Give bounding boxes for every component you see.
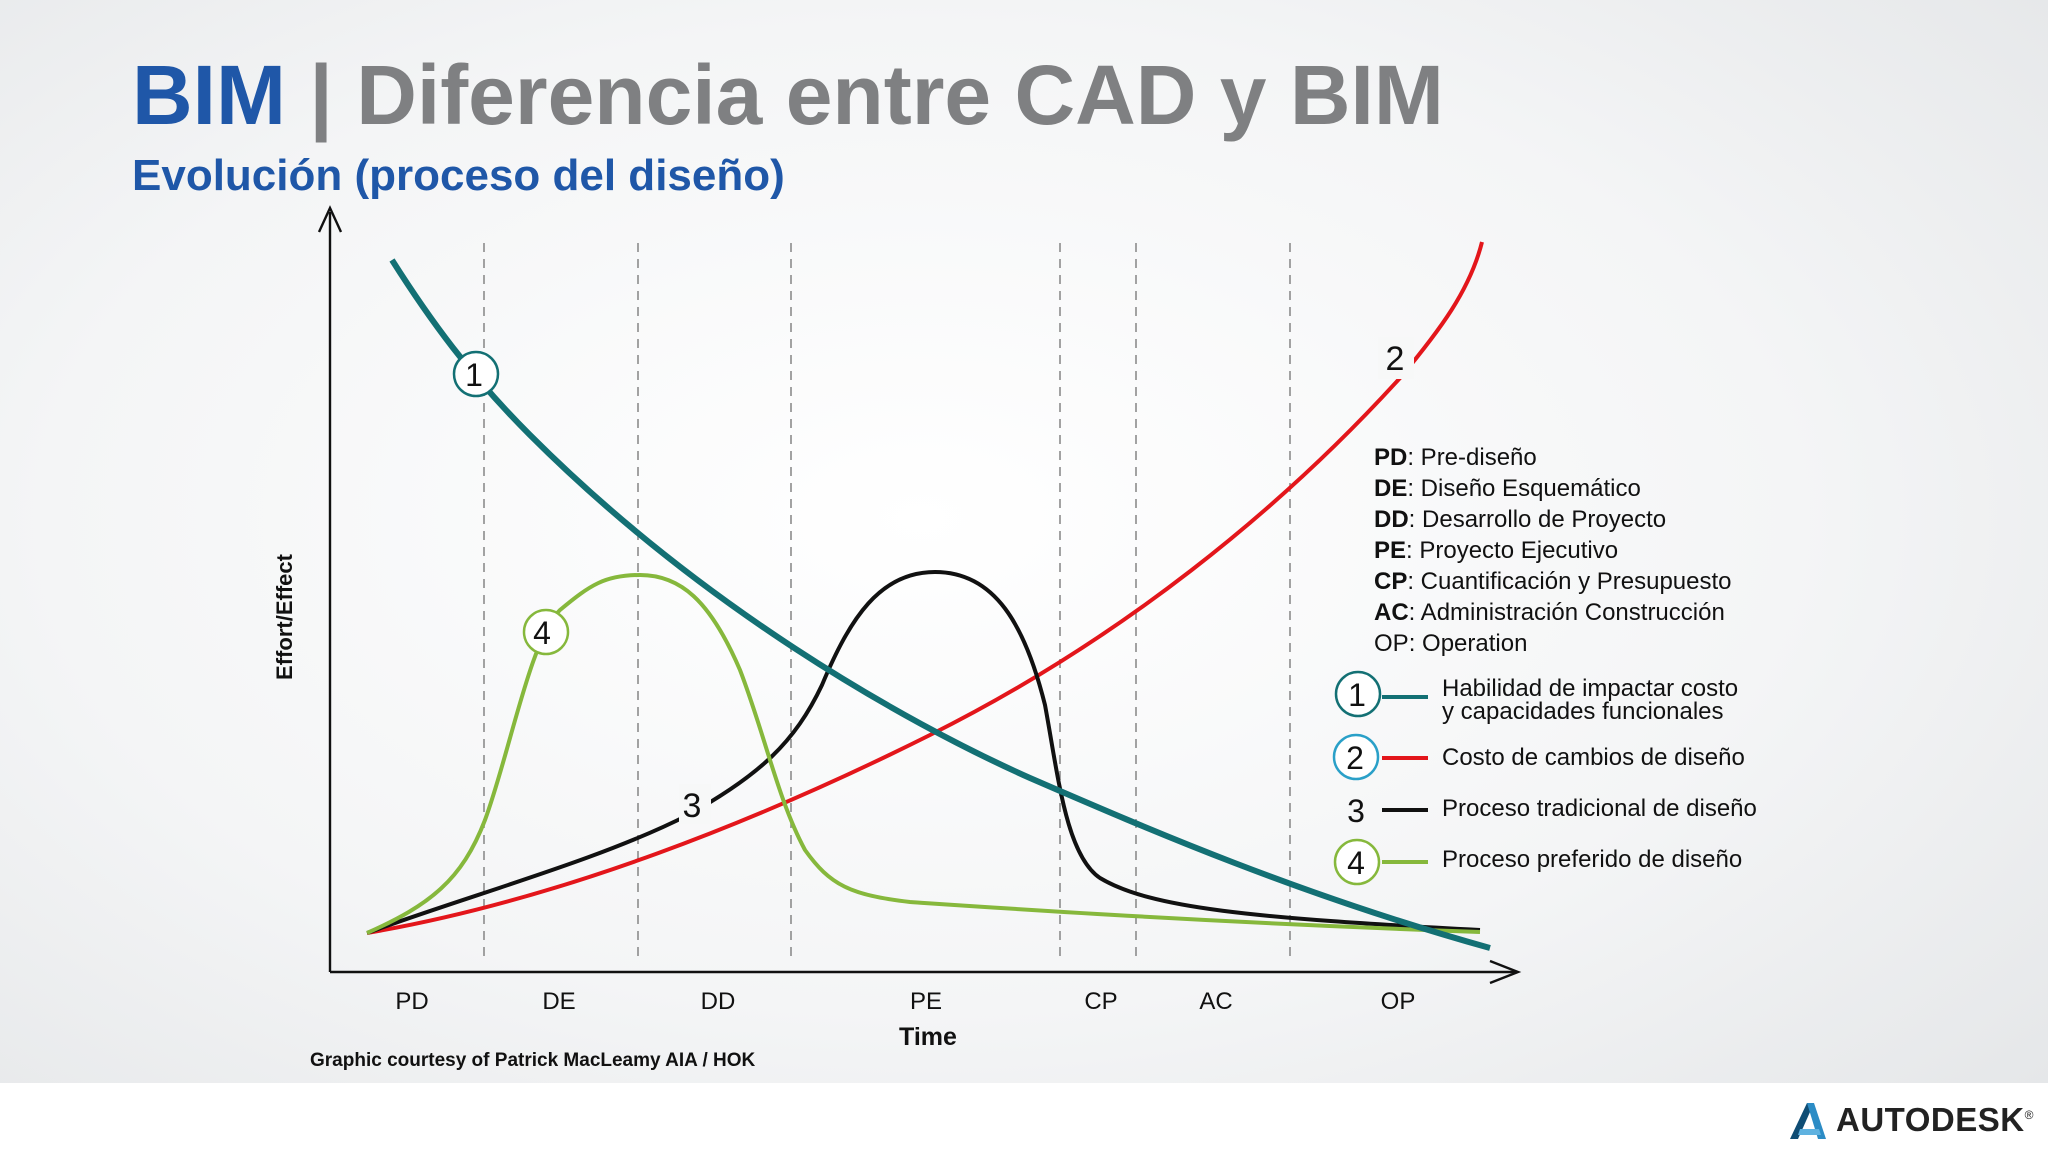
curve-4-marker: 4 xyxy=(522,608,570,656)
glossary-item-op: OP: Operation xyxy=(1374,630,1527,657)
graphic-credit: Graphic courtesy of Patrick MacLeamy AIA… xyxy=(310,1050,756,1071)
curve-1-marker: 1 xyxy=(452,350,500,398)
glossary-abbr-cp: CP xyxy=(1374,568,1407,595)
glossary-abbr-op: OP xyxy=(1374,630,1409,657)
curve-1-marker-circle xyxy=(452,350,500,398)
curve-3-traditional-process xyxy=(366,569,1481,935)
curve-2-cost-of-changes xyxy=(366,241,1484,935)
legend-1-label-line-2: y capacidades funcionales xyxy=(1442,698,1724,725)
phase-label-pd: PD xyxy=(395,988,428,1015)
legend-1-circle xyxy=(1334,670,1382,718)
x-axis-title: Time xyxy=(899,1023,957,1051)
x-axis-arrow-icon xyxy=(1489,959,1522,985)
phase-label-de: DE xyxy=(542,988,575,1015)
curve-1-ability-to-impact-cost xyxy=(389,258,1491,951)
glossary-text-de: : Diseño Esquemático xyxy=(1407,475,1640,502)
glossary-item-pd: PD: Pre-diseño xyxy=(1374,444,1537,471)
curve-4-marker-number: 4 xyxy=(533,615,551,651)
legend-3-label: Proceso tradicional de diseño xyxy=(1442,795,1757,822)
page-subtitle: Evolución (proceso del diseño) xyxy=(132,151,785,200)
legend-4-label: Proceso preferido de diseño xyxy=(1442,846,1742,873)
legend-2-label: Costo de cambios de diseño xyxy=(1442,744,1745,771)
glossary-text-op: : Operation xyxy=(1409,630,1528,657)
curve-2-marker: 2 xyxy=(1386,340,1405,378)
glossary-item-pe: PE: Proyecto Ejecutivo xyxy=(1374,537,1618,564)
autodesk-logo: AUTODESK® xyxy=(1786,1098,2034,1142)
curve-1-marker-number: 1 xyxy=(465,357,483,393)
registered-mark: ® xyxy=(2024,1108,2034,1122)
curve-3-label-gap xyxy=(679,784,711,824)
curve-4-marker-circle xyxy=(522,608,570,656)
glossary-abbr-pe: PE xyxy=(1374,537,1406,564)
glossary-text-cp: : Cuantificación y Presupuesto xyxy=(1407,568,1731,595)
phase-label-dd: DD xyxy=(701,988,736,1015)
glossary-abbr-ac: AC xyxy=(1374,599,1409,626)
glossary-item-dd: DD: Desarrollo de Proyecto xyxy=(1374,506,1666,533)
footer-band xyxy=(0,1083,2048,1152)
legend-item-4: 4 Proceso preferido de diseño xyxy=(1333,838,1742,886)
legend-item-3: 3 Proceso tradicional de diseño xyxy=(1347,793,1757,829)
glossary-abbr-dd: DD xyxy=(1374,506,1409,533)
phase-label-op: OP xyxy=(1381,988,1416,1015)
legend-2-number: 2 xyxy=(1346,740,1364,776)
axes xyxy=(317,205,1522,985)
glossary-text-dd: : Desarrollo de Proyecto xyxy=(1409,506,1666,533)
autodesk-wordmark: AUTODESK® xyxy=(1836,1101,2034,1139)
legend-3-number: 3 xyxy=(1347,793,1365,829)
y-axis-title: Effort/Effect xyxy=(272,553,297,680)
legend-1-label-line-1: Habilidad de impactar costo xyxy=(1442,675,1738,702)
glossary-item-cp: CP: Cuantificación y Presupuesto xyxy=(1374,568,1732,595)
title-separator: | xyxy=(309,48,333,142)
legend-item-1: 1 Habilidad de impactar costo y capacida… xyxy=(1334,670,1738,725)
legend-1-number: 1 xyxy=(1348,677,1366,713)
glossary-text-pd: : Pre-diseño xyxy=(1407,444,1536,471)
glossary-abbr-pd: PD xyxy=(1374,444,1407,471)
phase-glossary: PD: Pre-diseño DE: Diseño Esquemático DD… xyxy=(1374,444,1732,657)
autodesk-logo-icon xyxy=(1790,1103,1826,1139)
glossary-text-pe: : Proyecto Ejecutivo xyxy=(1406,537,1618,564)
curve-3-marker: 3 xyxy=(683,787,702,825)
phase-labels: PD DE DD PE CP AC OP xyxy=(395,988,1415,1015)
glossary-abbr-de: DE xyxy=(1374,475,1407,502)
phase-label-ac: AC xyxy=(1199,988,1232,1015)
legend-4-circle xyxy=(1333,838,1381,886)
legend-item-2: 2 Costo de cambios de diseño xyxy=(1332,733,1745,781)
glossary-item-de: DE: Diseño Esquemático xyxy=(1374,475,1641,502)
page-title: BIM | Diferencia entre CAD y BIM xyxy=(132,40,1444,150)
legend-2-circle xyxy=(1332,733,1380,781)
curve-legend: 1 Habilidad de impactar costo y capacida… xyxy=(1332,670,1757,886)
phase-label-cp: CP xyxy=(1084,988,1117,1015)
glossary-text-ac: : Administración Construcción xyxy=(1409,599,1725,626)
legend-4-number: 4 xyxy=(1347,845,1365,881)
title-brand: BIM xyxy=(132,48,286,142)
title-text: Diferencia entre CAD y BIM xyxy=(356,48,1444,142)
autodesk-wordmark-text: AUTODESK xyxy=(1836,1101,2025,1138)
curve-2-label-gap xyxy=(1378,337,1414,379)
y-axis-arrow-icon xyxy=(317,205,343,233)
phase-dividers xyxy=(483,243,1291,962)
glossary-item-ac: AC: Administración Construcción xyxy=(1374,599,1725,626)
curve-4-preferred-process xyxy=(366,572,1481,935)
phase-label-pe: PE xyxy=(910,988,942,1015)
